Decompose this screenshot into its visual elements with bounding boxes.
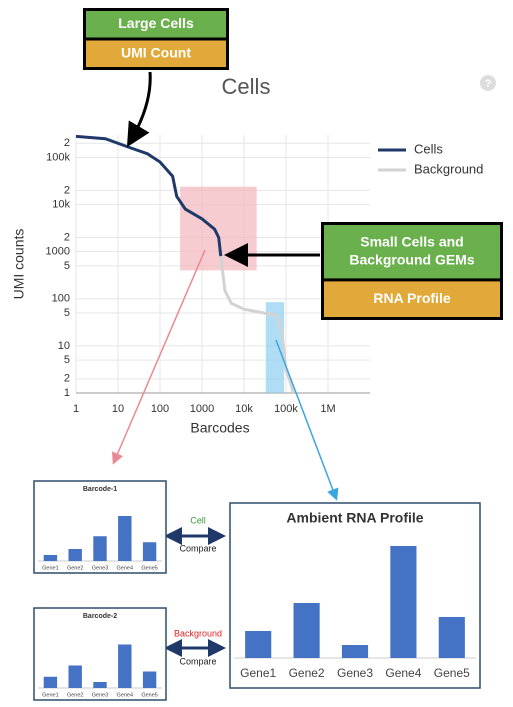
x-tick-label: 1M <box>320 403 335 415</box>
main-chart: Cells 1 10 100 1000 10k 100k 1M 2 100k 2 10k 2 1000 5 1… <box>11 74 484 436</box>
callout-top <box>324 225 500 279</box>
compare-label: Cell <box>190 515 206 525</box>
y-tick-label: 100 <box>52 293 70 305</box>
chart-frame <box>229 502 481 689</box>
x-tick-label: Gene4 <box>117 692 134 698</box>
y-tick-label: 1000 <box>46 246 70 258</box>
bar <box>118 516 132 561</box>
arrow <box>275 339 339 501</box>
chart-title: Barcode-1 <box>83 486 117 493</box>
x-tick-label: 100 <box>151 403 169 415</box>
bar <box>43 676 58 688</box>
y-tick-label: 10k <box>52 198 70 210</box>
bar <box>68 665 82 688</box>
x-tick-label: Gene2 <box>289 666 325 680</box>
x-tick-label: Gene2 <box>67 692 84 698</box>
bar <box>93 536 107 561</box>
callout-bottom <box>86 40 226 67</box>
chart-title: Cells <box>222 74 271 99</box>
bar <box>118 644 132 688</box>
x-tick-label: 1 <box>73 403 79 415</box>
help-icon[interactable] <box>480 75 496 91</box>
callout-top <box>86 11 226 38</box>
x-tick-label: Gene3 <box>92 565 109 571</box>
chart-title: Ambient RNA Profile <box>286 510 423 526</box>
y-tick-label: 2 <box>64 373 70 385</box>
callout-bottom <box>324 281 500 317</box>
x-tick-label: 10 <box>112 403 124 415</box>
bar <box>245 631 272 658</box>
y-tick-label: 2 <box>64 137 70 149</box>
bar <box>68 549 82 561</box>
x-tick-label: Gene3 <box>337 666 373 680</box>
bar <box>293 603 320 658</box>
callout-title: Small Cells and <box>360 234 463 250</box>
y-tick-label: 5 <box>64 307 70 319</box>
x-tick-label: Gene4 <box>385 666 421 680</box>
compare-label: Background <box>174 628 222 638</box>
arrow <box>126 71 152 148</box>
help-icon-glyph: ? <box>485 78 492 90</box>
x-tick-label: Gene3 <box>92 692 109 698</box>
callout-subtitle: UMI Count <box>121 44 191 60</box>
bar <box>341 645 369 658</box>
x-tick-label: Gene2 <box>67 565 84 571</box>
callout-subtitle: RNA Profile <box>373 290 450 306</box>
y-tick-label: 2 <box>64 231 70 243</box>
bar <box>43 555 58 561</box>
x-tick-label: 1000 <box>190 403 214 415</box>
highlight-region <box>180 186 257 271</box>
bar <box>390 546 417 658</box>
legend-label: Cells <box>414 141 443 156</box>
legend-label: Background <box>414 161 483 176</box>
bar <box>142 542 157 561</box>
x-tick-label: Gene5 <box>141 565 158 571</box>
y-tick-label: 1 <box>64 387 70 399</box>
x-axis-label: Barcodes <box>190 420 249 436</box>
series-line <box>219 256 295 394</box>
chart-title: Barcode-2 <box>83 613 117 620</box>
compare-action: Compare <box>179 543 216 553</box>
callout-title: Background GEMs <box>349 251 474 267</box>
compare-action: Compare <box>179 656 216 666</box>
x-tick-label: 100k <box>274 403 298 415</box>
x-tick-label: Gene5 <box>141 692 158 698</box>
y-tick-label: 5 <box>64 260 70 272</box>
x-tick-label: Gene1 <box>42 565 59 571</box>
bar <box>438 617 465 658</box>
y-tick-label: 10 <box>58 340 70 352</box>
y-tick-label: 5 <box>64 354 70 366</box>
x-tick-label: 10k <box>235 403 253 415</box>
bar <box>93 682 107 688</box>
callout-title: Large Cells <box>118 15 194 31</box>
x-tick-label: Gene5 <box>434 666 470 680</box>
arrow <box>112 249 206 465</box>
x-tick-label: Gene4 <box>117 565 134 571</box>
bar <box>142 671 157 688</box>
series-line <box>75 134 223 257</box>
x-tick-label: Gene1 <box>42 692 59 698</box>
y-tick-label: 2 <box>64 184 70 196</box>
x-tick-label: Gene1 <box>240 666 276 680</box>
y-tick-label: 100k <box>46 151 70 163</box>
y-axis-label: UMI counts <box>11 229 27 300</box>
